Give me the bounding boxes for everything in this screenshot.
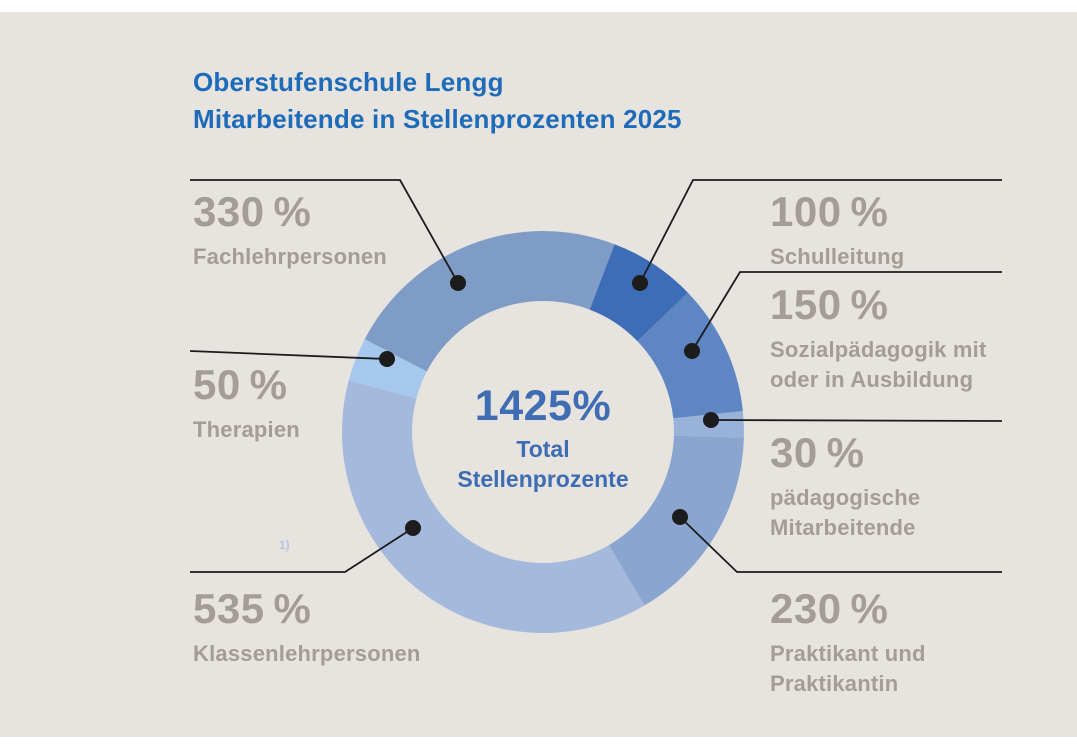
label-name: Praktikant und Praktikantin: [770, 641, 926, 696]
label-value: 535 %: [193, 585, 312, 632]
label-value: 330 %: [193, 188, 312, 235]
leader-dot-praktikant-praktikantin: [672, 509, 688, 525]
label-sozialpaedagogik: 150 % Sozialpädagogik mit oder in Ausbil…: [770, 284, 987, 395]
leader-line-sozialpaedagogik: [691, 271, 1002, 352]
label-name: Schulleitung: [770, 244, 905, 269]
label-klassenlehrpersonen: 535 % Klassenlehrpersonen: [193, 588, 421, 669]
leader-dot-sozialpaedagogik: [684, 343, 700, 359]
label-value: 100 %: [770, 188, 889, 235]
label-schulleitung: 100 % Schulleitung: [770, 191, 904, 272]
chart-subtitle: Mitarbeitende in Stellenprozenten 2025: [193, 104, 682, 134]
leader-line-praktikant-praktikantin: [679, 516, 1002, 573]
leader-dot-fachlehrpersonen: [450, 275, 466, 291]
leader-line-klassenlehrpersonen: [190, 527, 414, 573]
label-name: pädagogische Mitarbeitende: [770, 485, 921, 540]
leader-dot-klassenlehrpersonen: [405, 520, 421, 536]
label-paedagogische-mitarbeitende: 30 % pädagogische Mitarbeitende: [770, 432, 920, 543]
chart-title-block: Oberstufenschule Lengg Mitarbeitende in …: [193, 64, 682, 138]
donut-segment-therapien: [348, 339, 427, 399]
label-praktikant-praktikantin: 230 % Praktikant und Praktikantin: [770, 588, 926, 699]
label-name: Sozialpädagogik mit oder in Ausbildung: [770, 337, 987, 392]
donut-segment-schulleitung: [589, 244, 688, 342]
top-white-strip: [0, 0, 1077, 12]
label-value: 30 %: [770, 429, 865, 476]
label-value: 50 %: [193, 361, 288, 408]
leader-line-fachlehrpersonen: [190, 179, 459, 284]
leader-dot-paedagogische-mitarbeitende: [703, 412, 719, 428]
donut-segment-klassenlehrpersonen: [341, 380, 645, 634]
footnote-marker: 1): [279, 538, 290, 552]
label-name: Klassenlehrpersonen: [193, 641, 421, 666]
leader-dot-schulleitung: [632, 275, 648, 291]
label-value: 230 %: [770, 585, 889, 632]
donut-center-label: 1425% Total Stellenprozente: [393, 383, 693, 494]
leader-line-therapien: [189, 350, 388, 360]
label-name: Therapien: [193, 417, 300, 442]
leader-line-paedagogische-mitarbeitende: [710, 419, 1003, 422]
donut-segment-fachlehrpersonen: [364, 231, 615, 372]
leader-line-schulleitung: [639, 179, 1002, 284]
label-fachlehrpersonen: 330 % Fachlehrpersonen: [193, 191, 387, 272]
label-name: Fachlehrpersonen: [193, 244, 387, 269]
bottom-white-strip: [0, 737, 1077, 746]
leader-dot-therapien: [379, 351, 395, 367]
total-value: 1425%: [474, 382, 612, 430]
chart-title: Oberstufenschule Lengg: [193, 67, 504, 97]
label-therapien: 50 % Therapien: [193, 364, 300, 445]
total-caption: Total Stellenprozente: [457, 436, 629, 492]
label-value: 150 %: [770, 281, 889, 328]
